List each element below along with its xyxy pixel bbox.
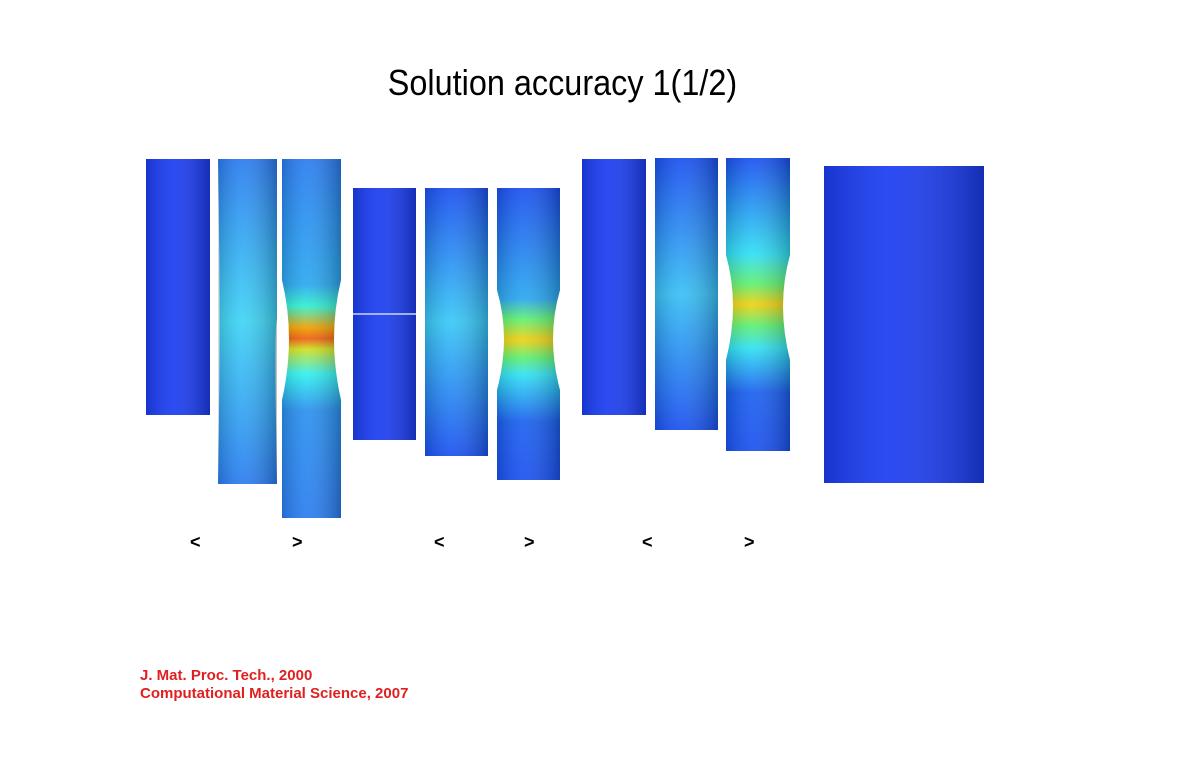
specimen [282,159,341,518]
compare-label: < [642,532,653,552]
compare-label: < [434,532,445,552]
specimen [582,159,646,415]
title: Solution accuracy 1(1/2) [387,62,738,103]
specimen [146,159,210,415]
specimen [425,188,488,456]
specimen [353,188,416,440]
specimen [497,188,560,480]
specimen [655,158,718,430]
reference: J. Mat. Proc. Tech., 2000 [140,667,313,684]
specimen [726,158,790,451]
specimen [824,166,984,483]
reference: Computational Material Science, 2007 [140,685,409,702]
specimen [218,159,277,484]
compare-label: > [292,532,303,552]
compare-label: < [190,532,201,552]
compare-label: > [744,532,755,552]
compare-label: > [524,532,535,552]
